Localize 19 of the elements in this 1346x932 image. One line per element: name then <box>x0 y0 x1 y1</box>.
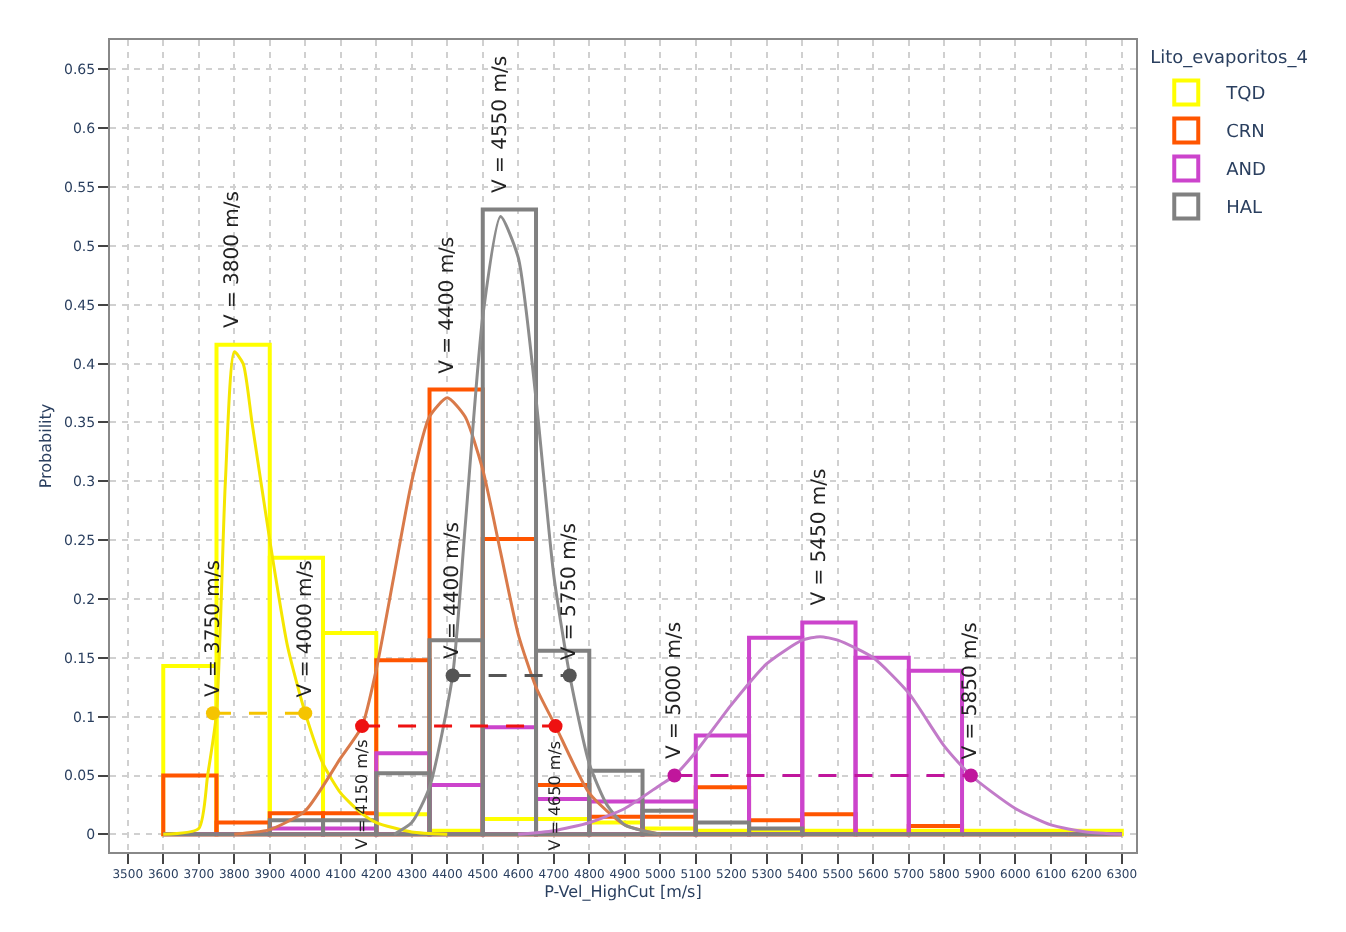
annotation: V = 4150 m/s <box>352 739 371 850</box>
annotation: V = 4550 m/s <box>490 55 513 193</box>
annotation: V = 4400 m/s <box>436 236 459 374</box>
annotation: V = 5750 m/s <box>559 523 582 661</box>
legend-label: TQD <box>1224 85 1266 106</box>
legend-label: HAL <box>1226 199 1263 220</box>
y-axis-title: Probability <box>37 403 56 489</box>
legend-title: Lito_evaporitos_4 <box>1150 49 1309 70</box>
annotation: V = 3800 m/s <box>222 191 245 329</box>
annotation: V = 5000 m/s <box>663 621 686 759</box>
annotation: V = 5450 m/s <box>808 468 831 606</box>
annotation: V = 3750 m/s <box>202 560 225 698</box>
annotation: V = 5850 m/s <box>960 622 983 760</box>
annotation: V = 4400 m/s <box>442 522 465 660</box>
annotation: V = 4650 m/s <box>546 740 565 851</box>
legend-label: CRN <box>1226 123 1265 144</box>
legend-label: AND <box>1226 161 1267 182</box>
annotation: V = 4000 m/s <box>295 560 318 698</box>
x-axis-title: P-Vel_HighCut [m/s] <box>544 882 702 901</box>
